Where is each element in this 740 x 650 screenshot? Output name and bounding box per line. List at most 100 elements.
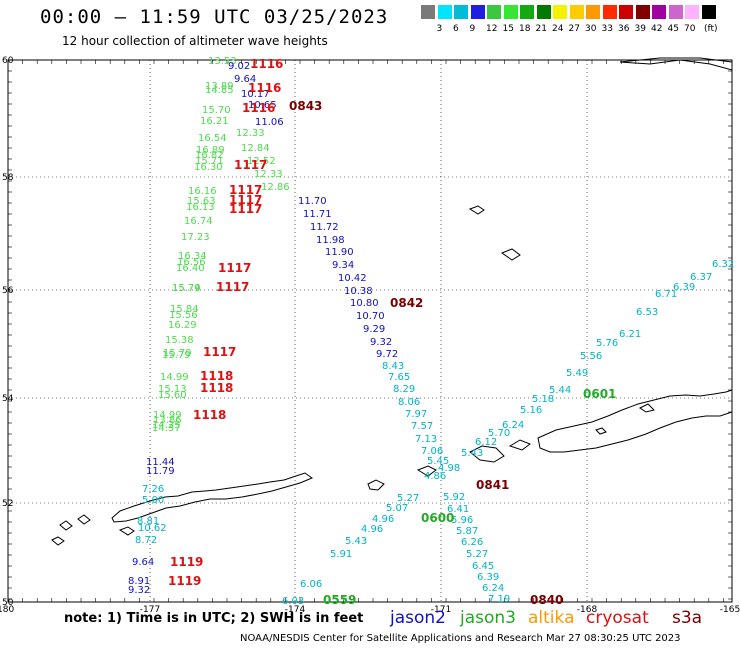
jason2-swh-label: 11.72	[310, 222, 339, 233]
s3a-swh-label: 8.72	[135, 535, 157, 546]
lon-label: -168	[577, 605, 598, 615]
jason3-swh-label: 16.30	[194, 162, 223, 173]
island	[508, 439, 532, 451]
s3a-swh-label: 5.45	[427, 456, 449, 467]
lat-label: 54	[2, 394, 14, 404]
jason3-swh-label: 16.89	[196, 145, 225, 156]
legend-swatch	[602, 5, 617, 19]
lat-label: 58	[2, 173, 14, 183]
jason3-swh-label: 16.40	[176, 263, 205, 274]
jason2-swh-label: 9.02	[228, 61, 250, 72]
legend-label: 70	[684, 24, 696, 34]
s3a-swh-label: 5.07	[386, 503, 408, 514]
legend-swatch	[635, 5, 650, 19]
cryosat-time-label: 1116	[250, 57, 283, 71]
jason2-swh-label: 8.91	[128, 576, 150, 587]
s3a-time-label: 0843	[289, 99, 322, 113]
s3a-swh-label: 5.92	[443, 492, 465, 503]
jason3-swh-label: 15.79	[172, 283, 201, 294]
jason3-swh-label: 14.99	[153, 410, 182, 421]
jason3-swh-label: 15.79	[162, 350, 191, 361]
s3a-swh-label: 4.86	[424, 471, 446, 482]
s3a-swh-label: 5.43	[345, 536, 367, 547]
cryosat-time-label: 1117	[229, 193, 262, 207]
legend-label: 45	[667, 24, 679, 34]
cryosat-time-label: 1117	[229, 202, 262, 216]
cryosat-time-label: 1116	[242, 101, 275, 115]
island	[111, 472, 314, 523]
jason3-swh-label: 15.70	[202, 105, 231, 116]
altika-label: altika	[528, 608, 575, 628]
map-title: 00:00 – 11:59 UTC 03/25/2023	[40, 6, 389, 28]
legend-swatch	[569, 5, 584, 19]
jason3-swh-label: 14.99	[160, 372, 189, 383]
s3a-swh-label: 8.06	[398, 397, 420, 408]
s3a-swh-label: 6.06	[300, 579, 322, 590]
s3a-swh-label: 6.12	[475, 437, 497, 448]
jason3-swh-label: 15.60	[158, 390, 187, 401]
legend-label: 6	[453, 24, 459, 34]
jason2-swh-label: 9.34	[332, 260, 354, 271]
legend-swatch	[586, 5, 600, 19]
lon-label: -180	[0, 605, 14, 615]
legend-label: 18	[519, 24, 531, 34]
s3a-swh-label: 7.97	[405, 409, 427, 420]
jason2-swh-label: 9.32	[370, 337, 392, 348]
s3a-swh-label: 5.87	[456, 526, 478, 537]
jason2-swh-label: 10.65	[248, 100, 277, 111]
jason2-swh-label: 10.70	[356, 311, 385, 322]
s3a-swh-label: 4.98	[438, 463, 460, 474]
jason2-swh-label: 11.98	[316, 235, 345, 246]
s3a-swh-label: 8.29	[393, 384, 415, 395]
cryosat-time-label: 1116	[248, 81, 281, 95]
s3a-swh-label: 6.53	[636, 307, 658, 318]
jason3-swh-label: 13.89	[205, 81, 234, 92]
s3a-swh-label: 6.32	[712, 259, 734, 270]
lon-label: -174	[285, 605, 306, 615]
s3a-swh-label: 5.18	[532, 394, 554, 405]
legend-label: 27	[568, 24, 580, 34]
lat-label: 60	[2, 56, 14, 66]
altimeter-map: 60 58 56 54 52 50-180 -177 -174 -171 -168 -165 13.…	[0, 56, 740, 615]
island	[537, 389, 733, 453]
s3a-swh-label: 7.19	[488, 594, 510, 605]
s3a-swh-label: 6.37	[690, 272, 712, 283]
legend-swatch	[553, 5, 567, 19]
jason3-swh-label: 16.16	[188, 186, 217, 197]
jason2-swh-label: 9.64	[132, 557, 154, 568]
jason2-swh-label: 9.64	[234, 74, 256, 85]
lat-label: 50	[2, 598, 14, 608]
footer-note: note: 1) Time is in UTC; 2) SWH is in fe…	[64, 611, 364, 626]
island	[619, 57, 733, 71]
s3a-swh-label: 4.96	[372, 514, 394, 525]
legend-unit: (ft)	[704, 24, 718, 34]
jason3-swh-label: 12.52	[247, 156, 276, 167]
island	[59, 520, 73, 531]
jason2-swh-label: 9.29	[363, 324, 385, 335]
jason3-swh-label: 16.56	[177, 257, 206, 268]
legend-label: 39	[634, 24, 646, 34]
jason2-swh-label: 11.79	[146, 466, 175, 477]
jason3-swh-label: 15.13	[158, 384, 187, 395]
jason3-swh-label: 15.84	[170, 304, 199, 315]
island	[468, 205, 485, 215]
legend-swatch	[437, 5, 452, 19]
jason3-swh-label: 13.53	[208, 56, 237, 67]
legend-label: 24	[552, 24, 564, 34]
s3a-swh-label: 7.13	[415, 434, 437, 445]
lat-label: 52	[2, 499, 13, 509]
legend-label: 33	[601, 24, 613, 34]
legend-label: 3	[436, 24, 443, 34]
island	[51, 536, 65, 546]
jason3-swh-label: 16.34	[178, 251, 207, 262]
legend-swatch	[487, 5, 501, 19]
s3a-swh-label: 6.26	[461, 537, 483, 548]
jason3-swh-label: 12.84	[241, 143, 270, 154]
lat-label: 56	[2, 286, 14, 296]
s3a-swh-label: 5.27	[466, 549, 488, 560]
map-border	[7, 59, 733, 603]
s3a-swh-label: 6.41	[447, 504, 469, 515]
s3a-swh-label: 5.44	[549, 385, 571, 396]
s3a-swh-label: 6.39	[673, 282, 695, 293]
